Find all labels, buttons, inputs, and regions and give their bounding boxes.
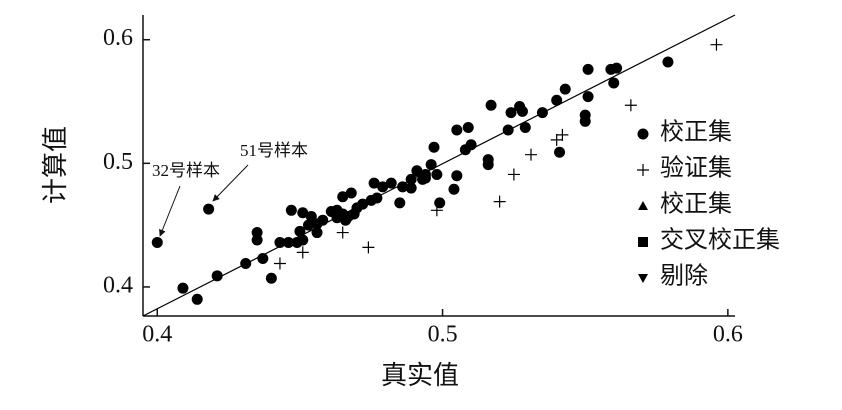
point xyxy=(465,139,477,151)
point xyxy=(608,77,620,89)
legend-marker xyxy=(638,201,648,210)
x-axis-label: 真实值 xyxy=(381,361,459,390)
x-tick-label: 0.6 xyxy=(713,322,743,348)
point xyxy=(297,207,309,219)
y-tick-label: 0.4 xyxy=(103,272,133,298)
point xyxy=(362,241,375,254)
point xyxy=(559,83,571,95)
point xyxy=(425,159,437,171)
point xyxy=(428,141,440,153)
point xyxy=(502,124,514,136)
reference-line xyxy=(142,14,736,317)
point xyxy=(377,181,389,193)
legend-label: 校正集 xyxy=(660,119,732,146)
point xyxy=(405,173,417,185)
point xyxy=(582,91,594,103)
point xyxy=(191,293,203,305)
point xyxy=(397,181,409,193)
point xyxy=(519,121,531,133)
point xyxy=(317,214,329,226)
point xyxy=(505,107,517,119)
point xyxy=(579,115,591,127)
annotation-arrow xyxy=(212,164,249,202)
legend-label: 剔除 xyxy=(660,263,708,290)
y-tick-label: 0.6 xyxy=(103,25,133,51)
point xyxy=(274,236,286,248)
legend-marker xyxy=(638,237,648,247)
point xyxy=(431,168,443,180)
point xyxy=(554,146,566,158)
point xyxy=(297,234,309,246)
point xyxy=(611,62,623,74)
point xyxy=(311,227,323,239)
point xyxy=(551,94,563,106)
point xyxy=(536,107,548,119)
point xyxy=(405,182,417,194)
point xyxy=(451,124,463,136)
point xyxy=(462,121,474,133)
point xyxy=(451,170,463,182)
point xyxy=(296,246,309,259)
y-tick-label: 0.5 xyxy=(103,149,133,175)
point xyxy=(582,63,594,75)
point xyxy=(493,195,506,208)
point xyxy=(273,257,286,270)
legend-label: 交叉校正集 xyxy=(660,227,780,254)
point xyxy=(151,236,163,248)
point xyxy=(203,203,215,215)
point xyxy=(482,159,494,171)
point xyxy=(283,236,295,248)
point xyxy=(294,225,306,237)
legend-label: 验证集 xyxy=(660,155,732,182)
point xyxy=(368,177,380,189)
point xyxy=(336,226,349,239)
point xyxy=(285,204,297,216)
point xyxy=(257,253,269,265)
legend-label: 校正集 xyxy=(660,191,732,218)
point xyxy=(556,128,569,141)
x-tick-label: 0.4 xyxy=(142,322,172,348)
point xyxy=(710,38,723,51)
legend-marker xyxy=(638,274,648,283)
point xyxy=(516,105,528,117)
point xyxy=(337,191,349,203)
point xyxy=(485,99,497,111)
point xyxy=(394,197,406,209)
point xyxy=(240,257,252,269)
point xyxy=(624,99,637,112)
point xyxy=(525,148,538,161)
point xyxy=(371,192,383,204)
annotation: 32号样本 xyxy=(152,161,220,180)
legend-marker xyxy=(637,164,649,176)
point xyxy=(385,177,397,189)
point xyxy=(345,187,357,199)
point xyxy=(211,270,223,282)
point xyxy=(357,198,369,210)
point xyxy=(419,172,431,184)
legend-marker xyxy=(637,128,649,140)
x-tick-label: 0.5 xyxy=(428,322,458,348)
point xyxy=(177,282,189,294)
annotation-arrow xyxy=(159,185,181,237)
point xyxy=(662,56,674,68)
point xyxy=(251,234,263,246)
y-axis-label: 计算值 xyxy=(41,126,70,204)
point xyxy=(302,219,314,231)
point xyxy=(411,165,423,177)
point xyxy=(448,183,460,195)
point xyxy=(265,272,277,284)
point xyxy=(430,204,443,217)
point xyxy=(550,133,563,146)
point xyxy=(305,210,317,222)
point xyxy=(507,168,520,181)
point xyxy=(434,197,446,209)
annotation: 51号样本 xyxy=(240,141,308,160)
